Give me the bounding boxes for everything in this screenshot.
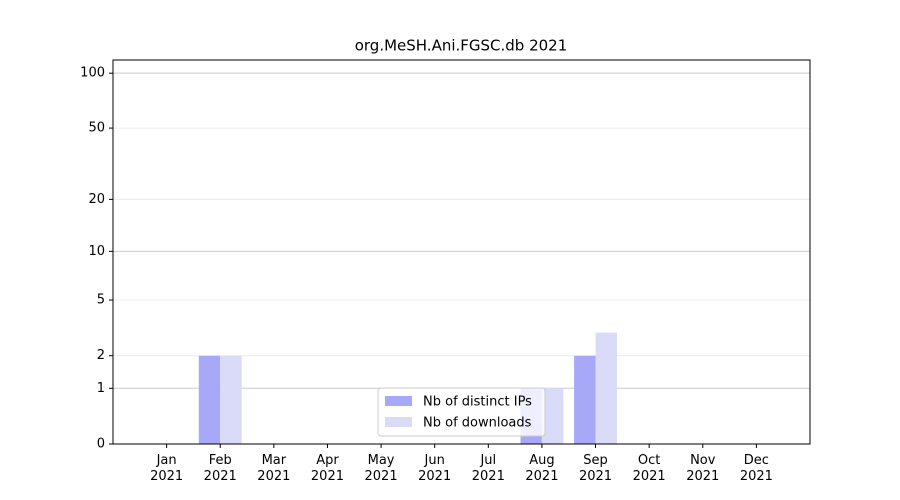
x-tick-label: Aug 2021 <box>525 453 559 484</box>
x-tick-label: Jun 2021 <box>418 453 452 484</box>
y-tick-label: 50 <box>88 121 105 136</box>
x-tick-label: May 2021 <box>364 453 398 484</box>
bar <box>541 388 564 444</box>
grid <box>113 72 810 389</box>
y-tick-label: 20 <box>88 192 105 207</box>
legend: Nb of distinct IPs Nb of downloads <box>377 387 546 437</box>
chart-title: org.MeSH.Ani.FGSC.db 2021 <box>355 37 568 55</box>
legend-box <box>377 387 546 437</box>
x-tick-label: Jan 2021 <box>150 453 184 484</box>
x-tick-label: Mar 2021 <box>257 453 291 484</box>
y-tick-label: 2 <box>97 348 105 363</box>
legend-label: Nb of downloads <box>423 416 532 431</box>
y-tick-label: 10 <box>88 244 105 259</box>
bar <box>198 355 221 444</box>
legend-label: Nb of distinct IPs <box>423 395 532 410</box>
x-tick-label: Feb 2021 <box>203 453 237 484</box>
y-tick-label: 100 <box>80 66 105 81</box>
x-tick-label: Oct 2021 <box>632 453 666 484</box>
legend-swatch <box>385 396 412 406</box>
bar <box>220 355 242 444</box>
y-tick-label: 1 <box>97 381 105 396</box>
y-tick-label: 5 <box>97 293 105 308</box>
y-tick-label: 0 <box>97 437 105 452</box>
x-tick-label: Dec 2021 <box>739 453 773 484</box>
x-tick-label: Nov 2021 <box>686 453 720 484</box>
legend-swatch <box>385 417 412 427</box>
bar <box>595 332 617 444</box>
x-tick-label: Sep 2021 <box>578 453 613 484</box>
plot-frame <box>112 59 811 445</box>
x-tick-label: Jul 2021 <box>471 453 505 484</box>
bar <box>574 355 596 444</box>
x-tick-label: Apr 2021 <box>310 453 344 484</box>
